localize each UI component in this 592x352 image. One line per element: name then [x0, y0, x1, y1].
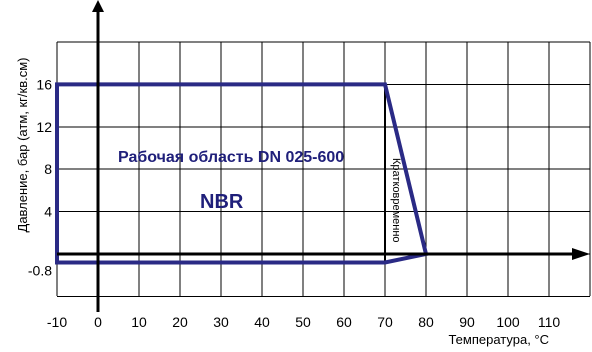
x-tick-label: -10	[47, 314, 67, 330]
annotation-material: NBR	[200, 191, 244, 213]
y-axis-arrow-icon	[92, 0, 104, 12]
chart-axes	[57, 0, 590, 312]
annotation-working-area: Рабочая область DN 025-600	[118, 149, 344, 166]
x-axis-label: Температура, °С	[448, 332, 549, 347]
x-tick-label: 60	[336, 314, 352, 330]
x-tick-label: 0	[94, 314, 102, 330]
x-tick-label: 70	[377, 314, 393, 330]
x-tick-label: 110	[538, 314, 561, 330]
x-tick-label: 40	[254, 314, 270, 330]
y-tick-label: 4	[44, 204, 52, 220]
x-tick-label: 80	[418, 314, 434, 330]
x-tick-label: 50	[295, 314, 311, 330]
x-tick-label: 30	[213, 314, 229, 330]
chart-grid	[56, 41, 591, 297]
x-tick-labels: -10 0 10 20 30 40 50 60 70 80 90 100 110	[47, 314, 560, 330]
y-tick-label: 12	[36, 119, 52, 135]
x-axis-arrow-icon	[572, 248, 590, 260]
x-tick-label: 100	[496, 314, 520, 330]
y-tick-label: -0.8	[28, 262, 52, 278]
x-tick-label: 20	[172, 314, 188, 330]
y-tick-label: 8	[44, 161, 52, 177]
nbr-operating-region	[55, 82, 429, 265]
y-tick-labels: 16 12 8 4 -0.8	[28, 76, 52, 278]
x-tick-label: 10	[131, 314, 147, 330]
y-tick-label: 16	[36, 76, 52, 92]
y-axis-label: Давление, бар (атм, кг/кв.см)	[15, 58, 30, 233]
x-tick-label: 90	[459, 314, 475, 330]
annotation-short-term: Кратковременно	[390, 158, 402, 243]
